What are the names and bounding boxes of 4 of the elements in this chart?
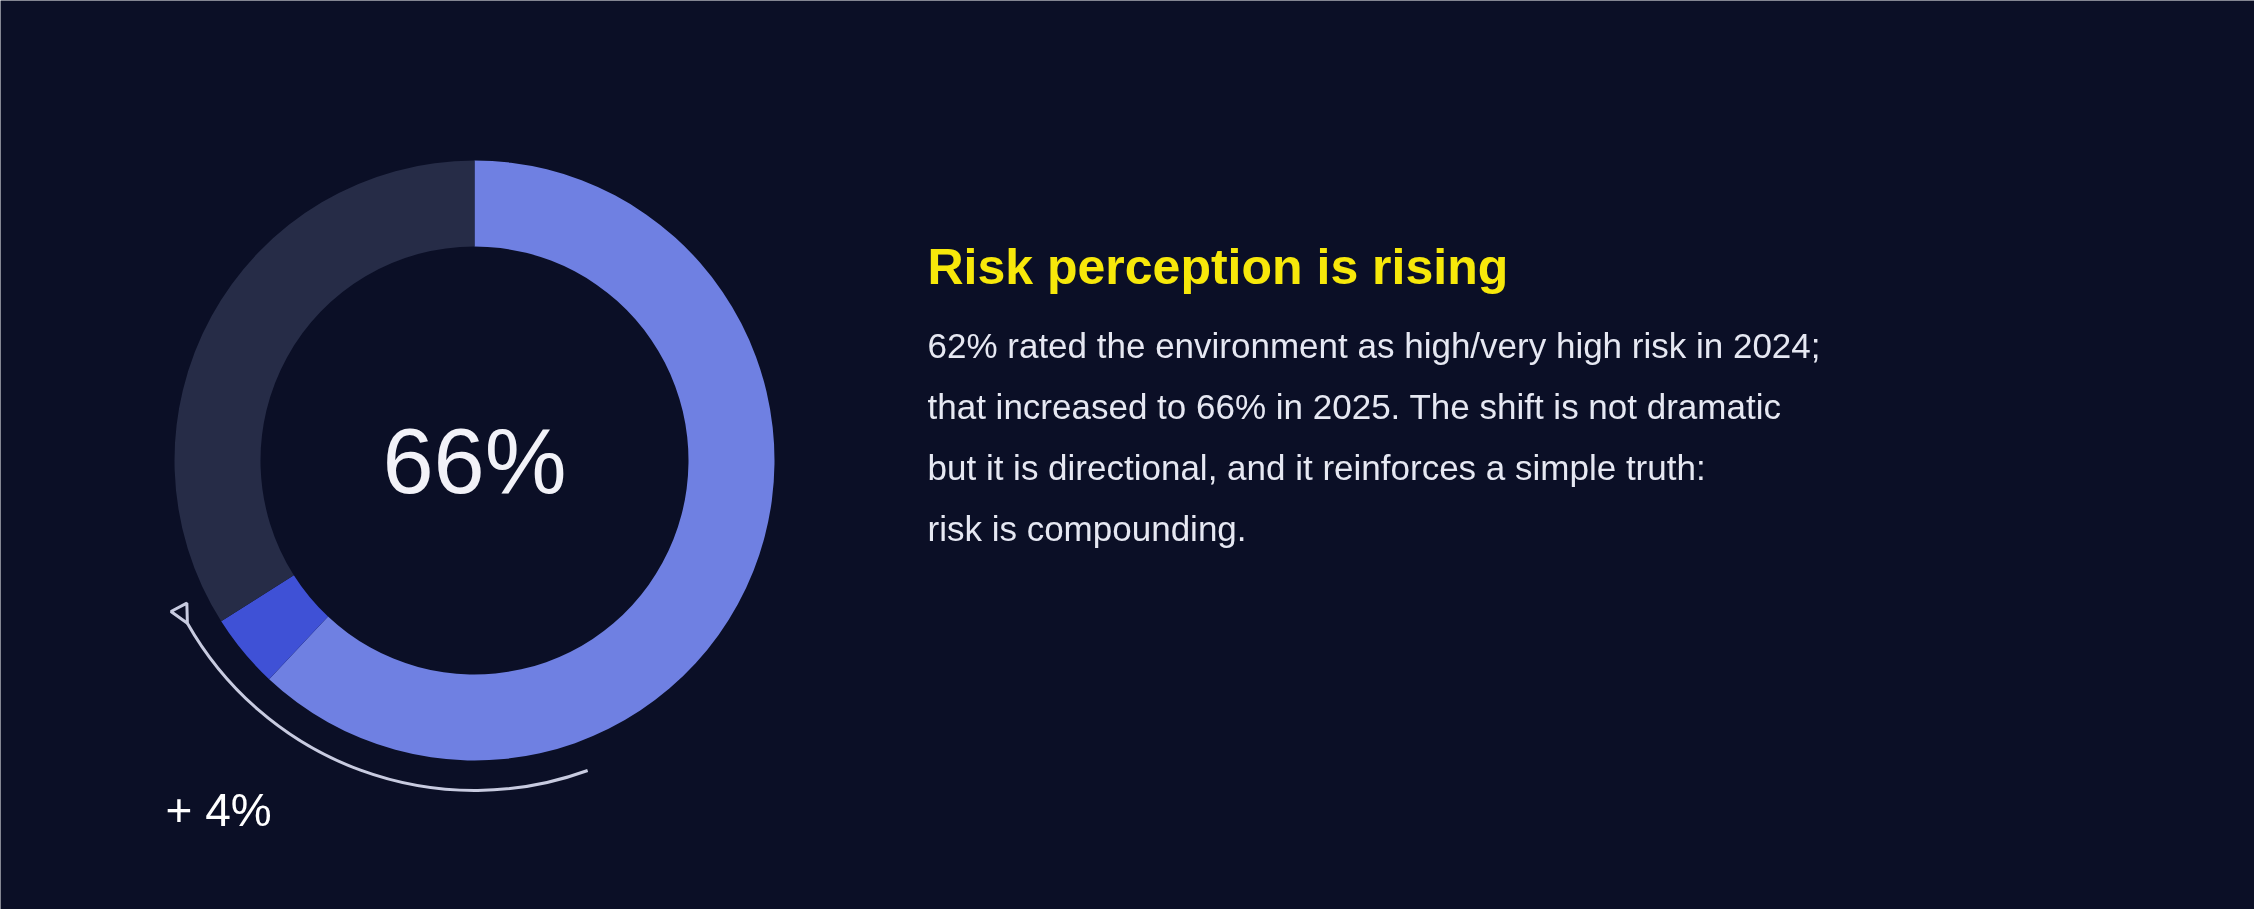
text: Risk perception is rising bbox=[927, 238, 1509, 295]
text: + 4% bbox=[165, 783, 272, 836]
text: 66% bbox=[382, 409, 567, 512]
text: 62% rated the environment as high/very high risk in 2024; that increased to 66% in 2025. The shift is not dramatic but it is directional, and it reinforces a simple truth: risk is compounding. bbox=[927, 326, 1821, 548]
